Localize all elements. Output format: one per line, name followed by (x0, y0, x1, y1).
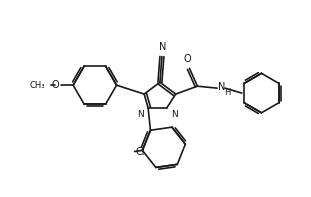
Text: N: N (218, 82, 225, 92)
Text: H: H (224, 88, 230, 97)
Text: O: O (184, 54, 191, 63)
Text: Cl: Cl (136, 147, 145, 157)
Text: N: N (137, 110, 144, 119)
Text: CH₃: CH₃ (29, 81, 44, 90)
Text: N: N (159, 42, 167, 52)
Text: N: N (171, 110, 178, 119)
Text: O: O (52, 80, 59, 90)
